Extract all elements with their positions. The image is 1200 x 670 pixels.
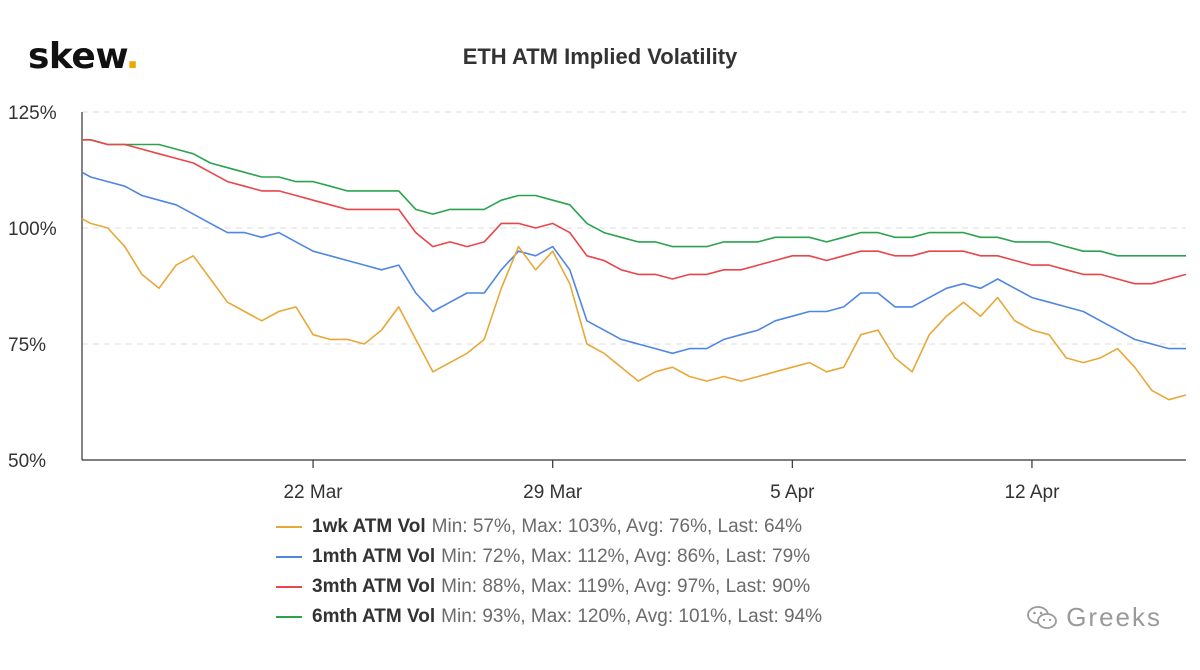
- legend-series-name: 3mth ATM Vol: [312, 576, 436, 597]
- chart-legend: 1wk ATM Vol Min: 57%, Max: 103%, Avg: 76…: [276, 512, 822, 632]
- legend-item-1mth[interactable]: 1mth ATM Vol Min: 72%, Max: 112%, Avg: 8…: [276, 542, 822, 572]
- legend-series-stats: Min: 72%, Max: 112%, Avg: 86%, Last: 79%: [441, 546, 811, 567]
- legend-series-name: 6mth ATM Vol: [312, 606, 436, 627]
- skew-logo: skew.: [28, 36, 139, 77]
- series-line-3mth: [82, 139, 1187, 285]
- legend-series-stats: Min: 88%, Max: 119%, Avg: 97%, Last: 90%: [441, 576, 811, 597]
- x-tick-label: 12 Apr: [1004, 482, 1060, 503]
- legend-item-3mth[interactable]: 3mth ATM Vol Min: 88%, Max: 119%, Avg: 9…: [276, 572, 822, 602]
- y-tick-label: 50%: [8, 451, 46, 472]
- legend-series-name: 1mth ATM Vol: [312, 546, 436, 567]
- y-tick-label: 75%: [8, 335, 46, 356]
- legend-swatch-3mth: [276, 586, 302, 588]
- legend-series-name: 1wk ATM Vol: [312, 516, 426, 537]
- chart-title: ETH ATM Implied Volatility: [462, 44, 738, 69]
- watermark: Greeks: [1026, 602, 1162, 633]
- y-tick-label: 125%: [8, 103, 57, 124]
- x-tick-label: 29 Mar: [523, 482, 583, 503]
- legend-swatch-1wk: [276, 526, 302, 528]
- series-line-1mth: [81, 171, 1186, 355]
- legend-series-stats: Min: 57%, Max: 103%, Avg: 76%, Last: 64%: [431, 516, 803, 537]
- x-tick-label: 5 Apr: [770, 482, 815, 503]
- legend-item-6mth[interactable]: 6mth ATM Vol Min: 93%, Max: 120%, Avg: 1…: [276, 602, 822, 632]
- legend-swatch-6mth: [276, 616, 302, 618]
- legend-item-1wk[interactable]: 1wk ATM Vol Min: 57%, Max: 103%, Avg: 76…: [276, 512, 822, 542]
- legend-series-stats: Min: 93%, Max: 120%, Avg: 101%, Last: 94…: [441, 606, 823, 627]
- wechat-icon: [1027, 605, 1058, 629]
- series-line-1wk: [81, 217, 1187, 401]
- y-tick-label: 100%: [8, 219, 57, 240]
- legend-swatch-1mth: [276, 556, 302, 558]
- watermark-text: Greeks: [1066, 602, 1162, 632]
- x-tick-label: 22 Mar: [283, 482, 343, 503]
- series-line-6mth: [82, 139, 1186, 257]
